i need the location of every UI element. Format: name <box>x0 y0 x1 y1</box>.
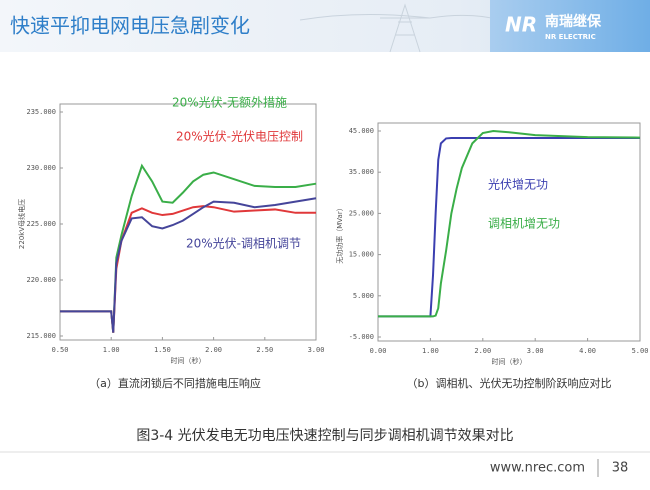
y-axis-label: 220kV母线电压 <box>17 199 26 249</box>
x-tick-label: 1.50 <box>154 346 171 354</box>
x-tick-label: 0.00 <box>370 347 387 355</box>
x-axis-label: 时间（秒） <box>492 357 527 366</box>
series-label: 20%光伏-无额外措施 <box>172 96 287 110</box>
series-line <box>60 163 317 333</box>
logo-bg <box>490 0 650 52</box>
x-axis-label: 时间（秒） <box>171 356 206 365</box>
y-tick-label: 225.000 <box>26 220 56 228</box>
series-line <box>378 137 640 318</box>
plot-frame <box>377 122 641 342</box>
y-tick-label: -5.000 <box>349 333 374 341</box>
tower-graphic <box>299 3 501 53</box>
x-tick-label: 1.00 <box>422 347 439 355</box>
series-label: 光伏增无功 <box>488 178 548 192</box>
logo-sub: NR ELECTRIC <box>545 33 596 41</box>
page-number: 38 <box>612 461 629 476</box>
series-label: 调相机增无功 <box>488 217 560 231</box>
logo-main: 南瑞继保 <box>545 13 602 30</box>
y-tick-label: 5.000 <box>353 292 374 300</box>
series-line <box>60 197 317 333</box>
chart-caption: （a）直流闭锁后不同措施电压响应 <box>89 376 261 390</box>
y-tick-label: 235.000 <box>26 108 56 116</box>
y-tick-label: 220.000 <box>26 276 56 284</box>
x-tick-label: 2.00 <box>205 346 222 354</box>
x-tick-label: 1.00 <box>103 346 120 354</box>
series-line <box>378 129 641 318</box>
x-tick-label: 5.00 <box>632 347 649 355</box>
x-tick-label: 3.00 <box>527 347 544 355</box>
x-tick-label: 2.00 <box>474 347 491 355</box>
x-tick-label: 4.00 <box>579 347 596 355</box>
series-label: 20%光伏-光伏电压控制 <box>176 130 303 144</box>
footer-url: www.nrec.com <box>490 461 585 476</box>
logo-mark: NR <box>505 13 537 37</box>
x-tick-label: 2.50 <box>256 346 273 354</box>
x-tick-label: 0.50 <box>52 346 69 354</box>
slide-title: 快速平抑电网电压急剧变化 <box>10 14 250 38</box>
chart-caption: （b）调相机、光伏无功控制阶跃响应对比 <box>407 376 612 390</box>
y-tick-label: 35.000 <box>349 168 374 176</box>
y-tick-label: 45.000 <box>349 127 374 135</box>
y-tick-label: 15.000 <box>349 251 374 259</box>
y-tick-label: 25.000 <box>349 209 374 217</box>
y-axis-label: 无功功率（MVar） <box>335 204 344 263</box>
y-tick-label: 230.000 <box>26 164 56 172</box>
x-tick-label: 3.00 <box>308 346 325 354</box>
figure-caption: 图3-4 光伏发电无功电压快速控制与同步调相机调节效果对比 <box>136 428 513 444</box>
y-tick-label: 215.000 <box>26 332 56 340</box>
plot-frame <box>59 103 317 341</box>
series-label: 20%光伏-调相机调节 <box>186 237 301 251</box>
